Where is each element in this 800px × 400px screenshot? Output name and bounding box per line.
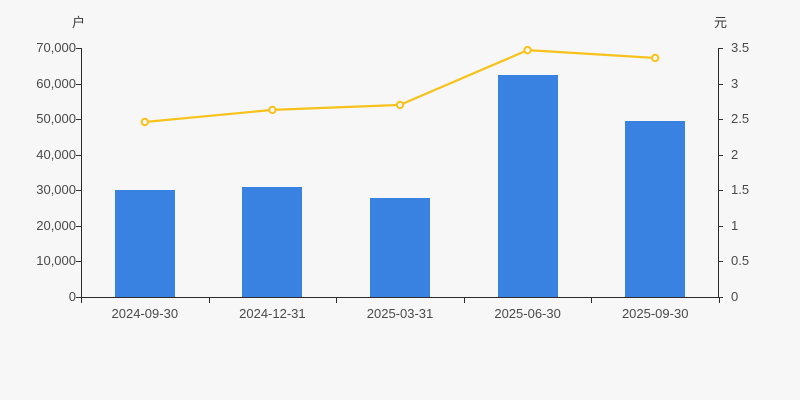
left-axis-tick-label: 60,000 xyxy=(36,75,76,91)
right-axis-tick-mark xyxy=(718,154,723,156)
left-axis-tick-mark xyxy=(76,48,81,49)
right-axis-tick-mark xyxy=(718,261,723,263)
left-axis-tick-mark xyxy=(76,261,81,263)
left-axis-tick-label: 70,000 xyxy=(36,40,76,55)
left-axis-tick-label: 0 xyxy=(68,289,76,304)
left-axis-tick-label: 10,000 xyxy=(36,253,76,269)
right-axis-unit-label: 元 xyxy=(714,15,728,30)
x-axis-label-2024-12-31: 2024-12-31 xyxy=(239,306,306,321)
x-axis-tick-mark xyxy=(463,298,465,303)
left-axis-tick-label: 50,000 xyxy=(36,111,76,127)
left-axis-tick-mark xyxy=(76,225,81,227)
right-axis-tick-labels: 3.5 3 2.5 2 1.5 1 0.5 0 xyxy=(718,0,800,400)
right-axis-tick-label: 2 xyxy=(731,146,739,162)
x-axis-line xyxy=(81,297,719,298)
right-axis-line xyxy=(718,48,719,298)
x-axis-tick-mark xyxy=(591,298,593,303)
x-axis-label-2025-09-30: 2025-09-30 xyxy=(621,306,689,321)
x-axis-tick-mark xyxy=(719,298,720,303)
right-axis-tick-label: 0 xyxy=(731,289,739,304)
right-axis-tick-mark xyxy=(718,297,723,298)
right-axis-tick-mark xyxy=(718,48,723,49)
x-axis-label-2024-09-30: 2024-09-30 xyxy=(111,306,179,321)
bar-2025-06-30[interactable] xyxy=(497,74,558,297)
line-point-2025-09-30[interactable]: 2025-09-30 3.36 xyxy=(651,53,660,63)
bar-2024-09-30[interactable] xyxy=(114,189,175,297)
line-point-2025-06-30[interactable]: 2025-06-30 3.47 xyxy=(523,45,532,55)
bar-2025-03-31[interactable] xyxy=(370,197,430,297)
left-axis-tick-mark xyxy=(76,154,81,156)
x-axis-tick-mark xyxy=(81,298,82,303)
left-axis-tick-label: 20,000 xyxy=(36,217,76,233)
right-axis-tick-mark xyxy=(718,83,723,85)
line-point-2024-09-30[interactable]: 2024-09-30 2.46 xyxy=(140,117,150,127)
right-axis-tick-label: 3.5 xyxy=(731,40,750,55)
right-axis-tick-label: 0.5 xyxy=(731,253,750,269)
x-axis-label-2025-03-31: 2025-03-31 xyxy=(366,306,434,321)
line-path xyxy=(143,49,657,124)
bar-2025-09-30[interactable] xyxy=(625,121,686,297)
x-axis-label-2025-06-30: 2025-06-30 xyxy=(494,306,561,321)
left-axis-tick-mark xyxy=(76,297,81,298)
left-axis-tick-mark xyxy=(76,83,81,85)
right-axis-tick-label: 1 xyxy=(731,217,739,233)
right-axis-tick-label: 3 xyxy=(731,75,739,91)
right-axis-tick-mark xyxy=(718,190,723,192)
x-axis-tick-mark xyxy=(208,298,210,303)
bar-2024-12-31[interactable] xyxy=(242,187,303,297)
left-axis-unit-label: 户 xyxy=(72,15,86,30)
left-axis-tick-label: 30,000 xyxy=(36,182,76,198)
line-point-2025-03-31[interactable]: 2025-03-31 2.7 xyxy=(395,100,405,110)
left-axis-tick-label: 40,000 xyxy=(36,146,76,162)
left-axis-tick-mark xyxy=(76,190,81,192)
right-axis-tick-label: 1.5 xyxy=(731,182,750,198)
line-point-2024-12-31[interactable]: 2024-12-31 2.63 xyxy=(268,105,277,115)
right-axis-tick-mark xyxy=(718,119,723,121)
right-axis-tick-mark xyxy=(718,225,723,227)
right-axis-tick-label: 2.5 xyxy=(731,111,750,127)
left-axis-tick-labels: 70,000 60,000 50,000 40,000 30,000 20,000 10,0… xyxy=(0,0,81,400)
left-axis-tick-mark xyxy=(76,119,81,121)
left-axis-line xyxy=(81,48,82,298)
x-axis-tick-mark xyxy=(336,298,338,303)
